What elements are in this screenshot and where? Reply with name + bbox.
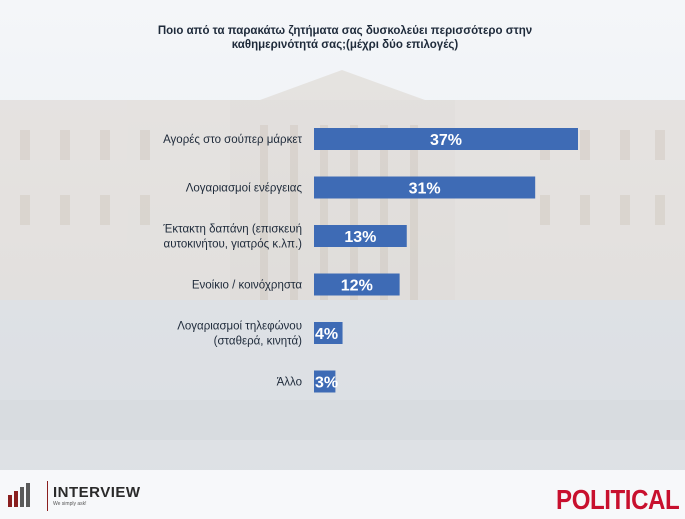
category-label-line: Ενοίκιο / κοινόχρηστα bbox=[192, 280, 303, 292]
bar-value-label-5: 3% bbox=[315, 375, 338, 392]
logo-name: INTERVIEW bbox=[53, 483, 141, 501]
category-label-2: Έκτακτη δαπάνη (επισκευή αυτοκινήτου, για… bbox=[162, 224, 302, 251]
political-brand: POLITICAL bbox=[555, 484, 680, 515]
bar-value-label-3: 12% bbox=[341, 278, 373, 295]
category-label-4: Λογαριασμοί τηλεφώνου (σταθερά, κινητά) bbox=[177, 321, 302, 348]
category-label-line: αυτοκινήτου, γιατρός κ.λπ.) bbox=[164, 239, 303, 251]
category-label-line: Αγορές στο σούπερ μάρκετ bbox=[163, 134, 302, 146]
category-label-0: Αγορές στο σούπερ μάρκετ bbox=[163, 134, 302, 146]
category-label-line: Λογαριασμοί τηλεφώνου bbox=[177, 321, 302, 333]
logo-divider bbox=[47, 481, 48, 511]
category-label-line: Άλλο bbox=[277, 377, 302, 389]
interview-logo: INTERVIEW We simply ask! bbox=[6, 476, 141, 516]
category-label-line: (σταθερά, κινητά) bbox=[214, 336, 303, 348]
bar-value-label-2: 13% bbox=[344, 229, 376, 246]
category-label-3: Ενοίκιο / κοινόχρηστα bbox=[192, 280, 303, 292]
bar-0 bbox=[314, 128, 578, 150]
bar-3 bbox=[314, 273, 400, 296]
bar-5 bbox=[314, 370, 336, 393]
bar-1 bbox=[314, 176, 536, 199]
category-label-line: Έκτακτη δαπάνη (επισκευή bbox=[162, 224, 302, 236]
category-label-line: Λογαριασμοί ενέργειας bbox=[186, 183, 303, 195]
logo-bars-icon bbox=[8, 483, 30, 507]
bar-4 bbox=[314, 322, 343, 344]
bar-value-label-4: 4% bbox=[315, 326, 338, 343]
bar-value-label-1: 31% bbox=[409, 181, 441, 198]
logo-tagline: We simply ask! bbox=[53, 500, 87, 507]
chart-title: Ποιο από τα παρακάτω ζητήματα σας δυσκολ… bbox=[157, 25, 533, 51]
bar-2 bbox=[314, 225, 407, 247]
bar-value-label-0: 37% bbox=[430, 132, 462, 149]
category-label-1: Λογαριασμοί ενέργειας bbox=[186, 183, 303, 195]
category-label-5: Άλλο bbox=[277, 377, 302, 389]
